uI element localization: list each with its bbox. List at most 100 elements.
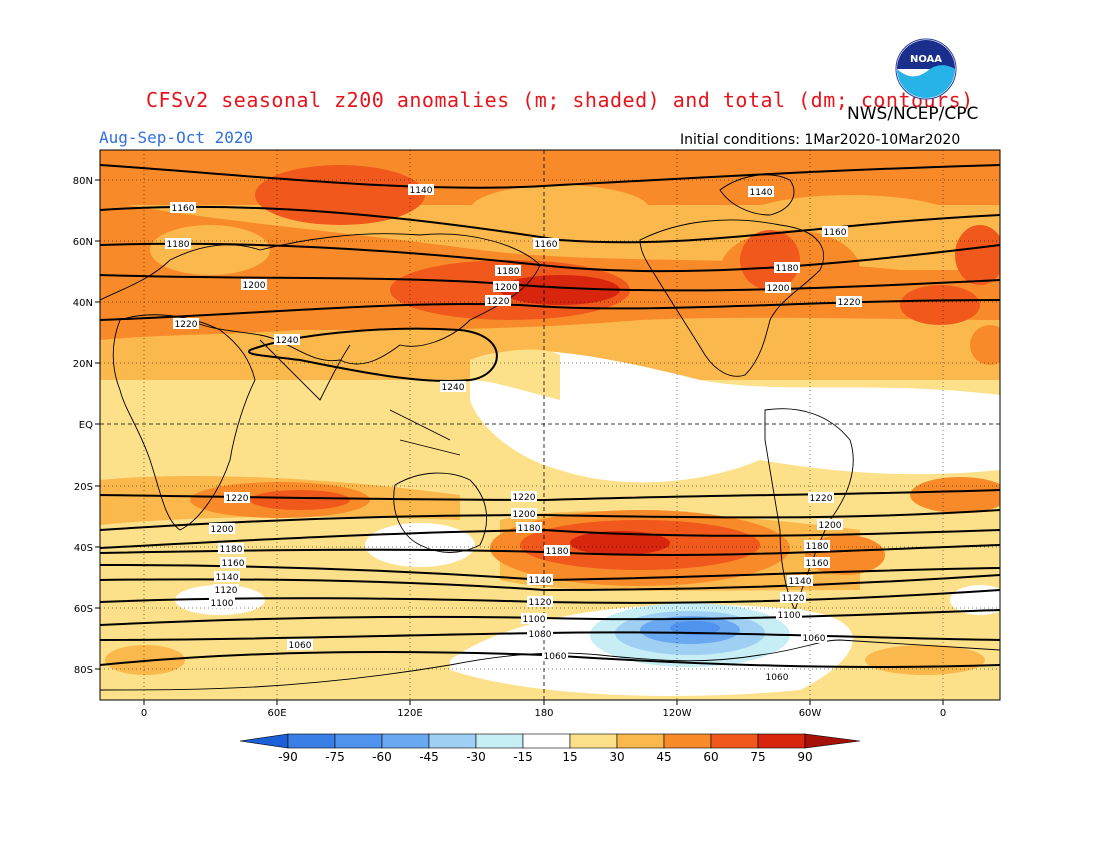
contour-label-1220-f: 1220	[808, 492, 834, 504]
colorbar-swatch	[663, 733, 712, 749]
contour-label-1200-e: 1200	[511, 508, 537, 520]
contour-label-1200-a: 1200	[241, 279, 267, 291]
noaa-logo-text: NOAA	[910, 54, 942, 65]
contour-label-1160-d: 1160	[220, 557, 246, 569]
svg-text:1100: 1100	[211, 599, 234, 609]
svg-text:1220: 1220	[810, 494, 833, 504]
svg-text:1180: 1180	[546, 547, 569, 557]
svg-text:1140: 1140	[410, 186, 433, 196]
colorbar-tick-label: -30	[466, 750, 486, 764]
svg-text:1060: 1060	[803, 634, 826, 644]
svg-text:1180: 1180	[806, 542, 829, 552]
colorbar-swatch	[381, 733, 430, 749]
contour-label-1060-a: 1060	[801, 632, 827, 644]
lon-label-60e: 60E	[267, 708, 286, 719]
contour-label-1060-d: 1060	[764, 671, 790, 683]
svg-text:1240: 1240	[276, 336, 299, 346]
contour-label-1240-b: 1240	[440, 381, 466, 393]
svg-text:1180: 1180	[167, 240, 190, 250]
contour-label-1140-d: 1140	[527, 574, 553, 586]
contour-label-1180-f: 1180	[544, 545, 570, 557]
svg-text:1200: 1200	[243, 281, 266, 291]
contour-label-1180-e: 1180	[516, 522, 542, 534]
lon-label-180: 180	[534, 708, 553, 719]
svg-text:1240: 1240	[442, 383, 465, 393]
contour-label-1140-c: 1140	[214, 571, 240, 583]
svg-text:1080: 1080	[529, 630, 552, 640]
lat-label-20s: 20S	[74, 482, 93, 493]
lat-label-eq: EQ	[79, 420, 93, 431]
svg-text:1180: 1180	[776, 264, 799, 274]
season-label: Aug-Sep-Oct 2020	[99, 128, 254, 147]
lon-label-0-left: 0	[141, 708, 147, 719]
svg-text:1160: 1160	[824, 228, 847, 238]
svg-text:1140: 1140	[750, 188, 773, 198]
svg-text:1180: 1180	[220, 545, 243, 555]
contour-label-1180-c: 1180	[774, 262, 800, 274]
lat-label-60n: 60N	[73, 237, 93, 248]
svg-text:1200: 1200	[767, 284, 790, 294]
contour-label-1220-e: 1220	[511, 491, 537, 503]
svg-text:1160: 1160	[535, 240, 558, 250]
contour-label-1160-c: 1160	[822, 226, 848, 238]
colorbar-arrow-high	[804, 733, 861, 749]
svg-text:1120: 1120	[782, 594, 805, 604]
colorbar-swatch	[569, 733, 618, 749]
svg-text:1220: 1220	[838, 298, 861, 308]
contour-label-1160-a: 1160	[170, 202, 196, 214]
contour-label-1180-g: 1180	[804, 540, 830, 552]
contour-label-1220-a: 1220	[173, 318, 199, 330]
svg-text:1200: 1200	[819, 521, 842, 531]
contour-label-1220-d: 1220	[224, 492, 250, 504]
contour-label-1100-a: 1100	[209, 597, 235, 609]
contour-label-1060-c: 1060	[542, 650, 568, 662]
contour-label-1180-d: 1180	[218, 543, 244, 555]
svg-text:1060: 1060	[544, 652, 567, 662]
contour-label-1140-b: 1140	[748, 186, 774, 198]
contour-label-1160-b: 1160	[533, 238, 559, 250]
colorbar-tick-label: -60	[372, 750, 392, 764]
lon-label-120w: 120W	[663, 708, 692, 719]
longitude-labels: 0 60E 120E 180 120W 60W 0	[141, 708, 946, 719]
contour-label-1100-c: 1100	[776, 609, 802, 621]
contour-label-1220-b: 1220	[485, 295, 511, 307]
svg-text:1180: 1180	[518, 524, 541, 534]
svg-text:1180: 1180	[497, 267, 520, 277]
colorbar-swatch	[522, 733, 571, 749]
colorbar-tick-label: 30	[609, 750, 624, 764]
contour-label-1200-f: 1200	[817, 519, 843, 531]
contour-label-1220-c: 1220	[836, 296, 862, 308]
map-shading	[100, 150, 1000, 700]
colorbar-tick-label: -15	[513, 750, 533, 764]
colorbar-swatch	[428, 733, 477, 749]
lon-label-60w: 60W	[799, 708, 822, 719]
lat-label-40n: 40N	[73, 298, 93, 309]
colorbar-tick-label: -45	[419, 750, 439, 764]
svg-text:1160: 1160	[806, 559, 829, 569]
colorbar-tick-label: -90	[278, 750, 298, 764]
contour-label-1120-c: 1120	[780, 592, 806, 604]
contour-label-1120-b: 1120	[527, 596, 553, 608]
colorbar-tick-label: 15	[562, 750, 577, 764]
contour-label-1120-a: 1120	[213, 584, 239, 596]
contour-label-1180-b: 1180	[495, 265, 521, 277]
initial-conditions-label: Initial conditions: 1Mar2020-10Mar2020	[680, 132, 961, 148]
colorbar-swatch	[287, 733, 336, 749]
contour-label-1160-e: 1160	[804, 557, 830, 569]
svg-text:1200: 1200	[495, 283, 518, 293]
coastlines	[100, 174, 1000, 700]
contour-label-1140-e: 1140	[787, 575, 813, 587]
contour-label-1200-b: 1200	[493, 281, 519, 293]
axis-ticks	[95, 179, 944, 705]
colorbar-tick-label: 45	[656, 750, 671, 764]
svg-text:1120: 1120	[215, 586, 238, 596]
lat-label-40s: 40S	[74, 543, 93, 554]
svg-text:1140: 1140	[216, 573, 239, 583]
svg-text:1160: 1160	[172, 204, 195, 214]
lon-label-120e: 120E	[397, 708, 422, 719]
colorbar-swatch	[475, 733, 524, 749]
svg-text:1160: 1160	[222, 559, 245, 569]
lat-label-80s: 80S	[74, 665, 93, 676]
colorbar-arrow-low	[239, 733, 289, 749]
svg-text:1100: 1100	[523, 615, 546, 625]
